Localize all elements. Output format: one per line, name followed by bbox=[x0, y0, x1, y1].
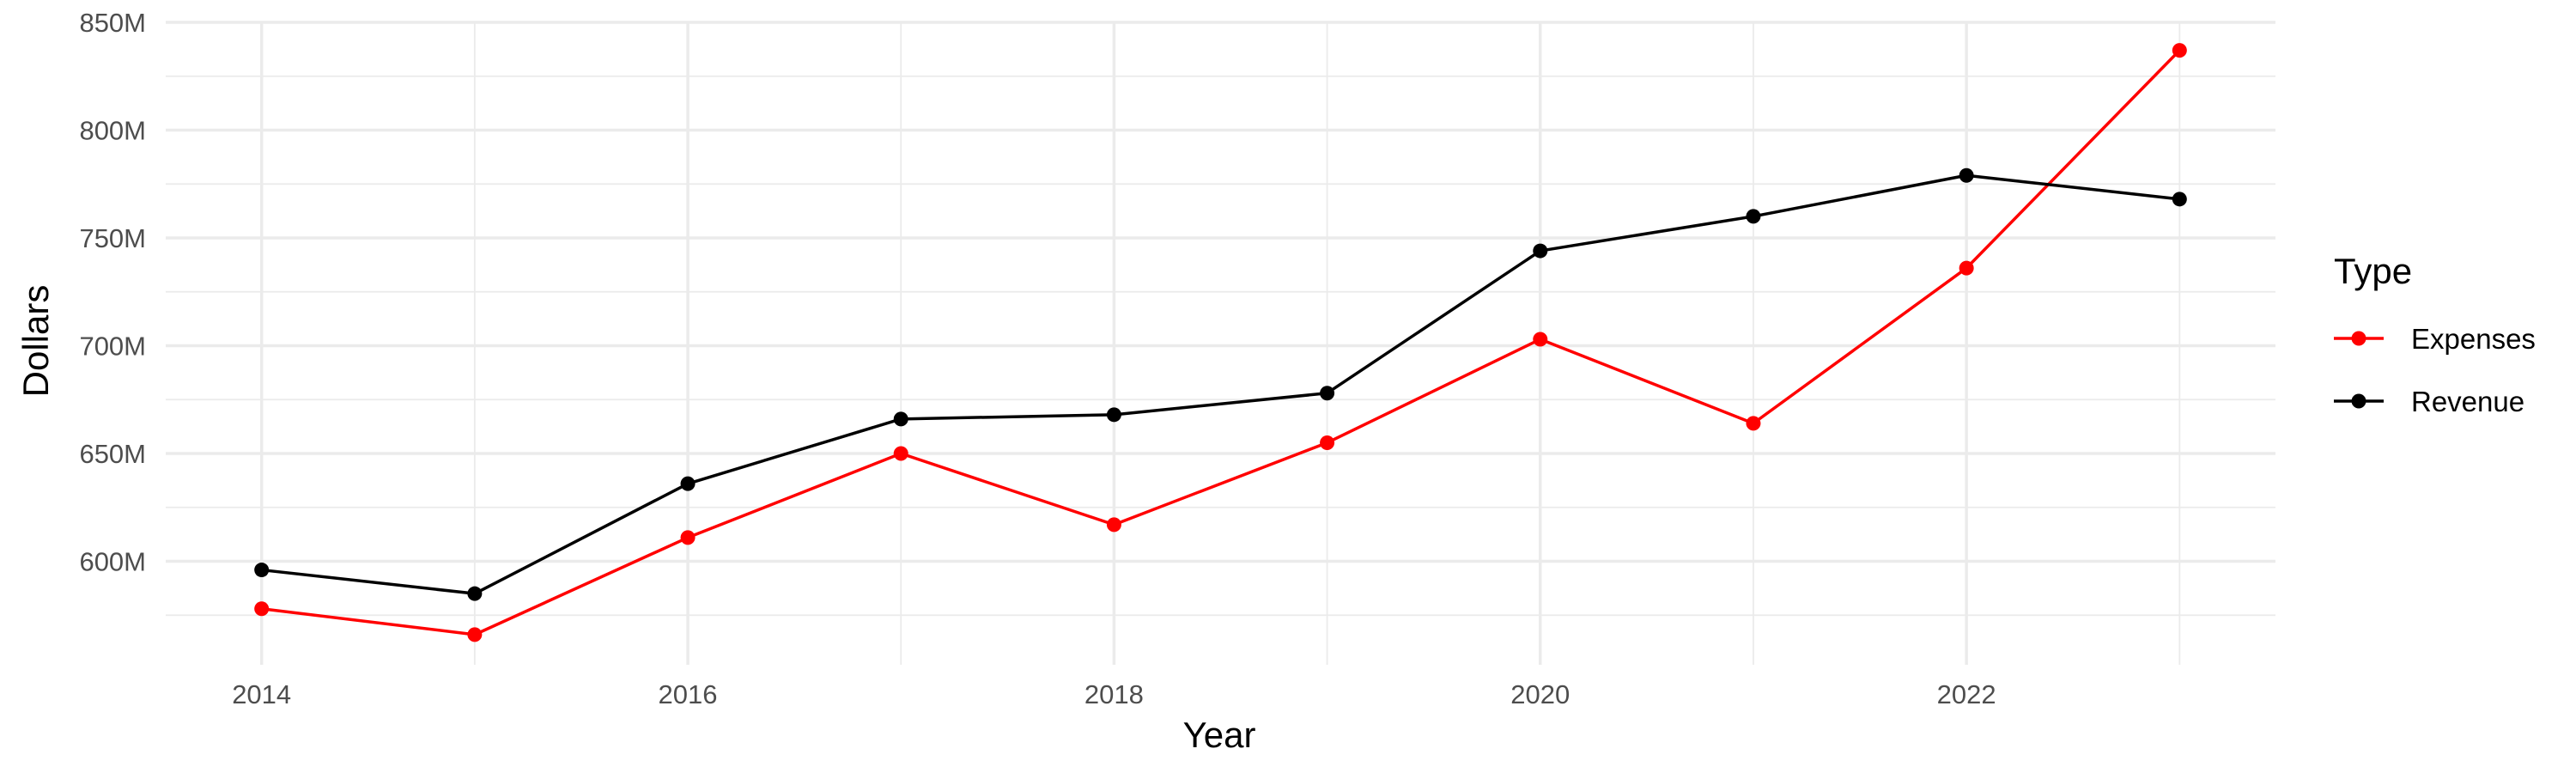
revenue-point bbox=[893, 411, 908, 427]
legend-key-point bbox=[2351, 331, 2366, 346]
expenses-point bbox=[254, 601, 270, 617]
revenue-point bbox=[1746, 209, 1761, 224]
expenses-point bbox=[2172, 43, 2187, 58]
revenue-point bbox=[1533, 243, 1548, 259]
expenses-point bbox=[1746, 416, 1761, 431]
legend: Type Expenses Revenue bbox=[2334, 251, 2536, 417]
revenue-point bbox=[1320, 386, 1335, 401]
x-tick-label: 2016 bbox=[659, 679, 718, 709]
revenue-series-line bbox=[261, 173, 2180, 595]
revenue-point bbox=[1959, 167, 1974, 183]
y-tick-label: 750M bbox=[79, 223, 146, 253]
expenses-series-line bbox=[261, 49, 2181, 636]
legend-item-expenses: Expenses bbox=[2334, 323, 2536, 355]
x-axis-title: Year bbox=[1183, 715, 1256, 755]
series-layer bbox=[254, 43, 2187, 642]
revenue-point bbox=[680, 476, 696, 491]
y-tick-label: 800M bbox=[79, 116, 146, 146]
x-tick-label: 2018 bbox=[1084, 679, 1144, 709]
x-tick-label: 2020 bbox=[1510, 679, 1570, 709]
legend-key-point bbox=[2351, 393, 2366, 409]
revenue-point bbox=[2172, 192, 2187, 207]
expenses-point bbox=[1533, 332, 1548, 347]
expenses-point bbox=[1320, 435, 1335, 450]
y-tick-label: 850M bbox=[79, 8, 146, 38]
x-tick-label: 2014 bbox=[232, 679, 291, 709]
y-tick-label: 600M bbox=[79, 547, 146, 577]
y-tick-label: 650M bbox=[79, 439, 146, 469]
expenses-point bbox=[467, 627, 483, 642]
expenses-point bbox=[1106, 517, 1121, 533]
revenue-point bbox=[254, 563, 270, 578]
revenue-point bbox=[1106, 407, 1121, 423]
expenses-point bbox=[1959, 260, 1974, 276]
y-tick-label: 700M bbox=[79, 332, 146, 362]
axis-layer: 600M 650M 700M 750M 800M 850M 2014 2016 2018 2020… bbox=[79, 8, 1996, 709]
grid-layer bbox=[166, 21, 2275, 665]
x-tick-label: 2022 bbox=[1937, 679, 1996, 709]
y-axis-title: Dollars bbox=[15, 285, 56, 398]
legend-item-revenue: Revenue bbox=[2334, 386, 2524, 417]
legend-label: Expenses bbox=[2411, 323, 2536, 355]
legend-title: Type bbox=[2334, 251, 2412, 291]
legend-label: Revenue bbox=[2411, 386, 2524, 417]
expenses-point bbox=[893, 446, 908, 461]
expenses-point bbox=[680, 530, 696, 545]
revenue-point bbox=[467, 586, 483, 601]
